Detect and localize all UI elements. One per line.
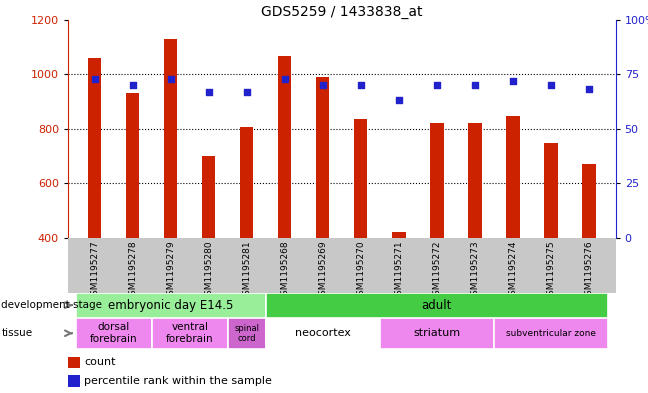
Point (89, 75, 100, 82)
Text: GSM1195279: GSM1195279 (166, 241, 175, 301)
Bar (88, 59, 101, 238)
Bar (68, 357, 80, 368)
Text: GSM1195280: GSM1195280 (204, 241, 213, 301)
Bar (202, 156, 215, 238)
Point (165, 75, 176, 82)
Text: GSM1195270: GSM1195270 (356, 241, 365, 301)
Point (394, 97, 404, 103)
Bar (354, 119, 367, 238)
Point (432, 82, 442, 88)
Bar (164, 39, 178, 238)
Text: GSM1195272: GSM1195272 (432, 241, 441, 301)
Bar (494, 318, 608, 349)
Bar (266, 293, 608, 318)
Text: spinal
cord: spinal cord (235, 323, 259, 343)
Text: GSM1195277: GSM1195277 (90, 241, 99, 301)
Text: GSM1195268: GSM1195268 (281, 241, 289, 301)
Point (242, 88, 252, 95)
Bar (583, 163, 596, 238)
Point (356, 82, 366, 88)
Point (470, 82, 480, 88)
Text: GSM1195275: GSM1195275 (546, 241, 555, 301)
Title: GDS5259 / 1433838_at: GDS5259 / 1433838_at (261, 5, 422, 18)
Bar (76, 293, 266, 318)
Text: GSM1195274: GSM1195274 (509, 241, 518, 301)
Text: subventricular zone: subventricular zone (506, 329, 596, 338)
Point (584, 86, 594, 93)
Point (203, 88, 214, 95)
Text: GSM1195276: GSM1195276 (584, 241, 594, 301)
Point (546, 82, 556, 88)
Bar (266, 318, 380, 349)
Text: neocortex: neocortex (295, 328, 351, 338)
Bar (430, 123, 443, 238)
Point (279, 75, 290, 82)
Bar (68, 375, 80, 387)
Point (128, 82, 138, 88)
Bar (278, 57, 292, 238)
Bar (380, 318, 494, 349)
Bar (126, 93, 139, 238)
Text: embryonic day E14.5: embryonic day E14.5 (108, 299, 233, 312)
Text: dorsal
forebrain: dorsal forebrain (90, 323, 137, 344)
Bar (316, 77, 329, 238)
Text: count: count (84, 358, 116, 367)
Text: GSM1195269: GSM1195269 (318, 241, 327, 301)
Bar (469, 123, 481, 238)
Bar (544, 143, 558, 238)
Text: GSM1195278: GSM1195278 (128, 241, 137, 301)
Bar (392, 232, 406, 238)
Bar (506, 116, 520, 238)
Text: adult: adult (422, 299, 452, 312)
Bar (227, 318, 266, 349)
Text: development stage: development stage (1, 300, 102, 310)
Text: percentile rank within the sample: percentile rank within the sample (84, 376, 272, 386)
Point (318, 82, 328, 88)
Text: ventral
forebrain: ventral forebrain (166, 323, 214, 344)
Bar (152, 318, 227, 349)
Text: GSM1195271: GSM1195271 (395, 241, 403, 301)
Text: GSM1195281: GSM1195281 (242, 241, 251, 301)
Text: GSM1195273: GSM1195273 (470, 241, 480, 301)
Point (508, 77, 518, 84)
Text: striatum: striatum (413, 328, 461, 338)
Bar (240, 127, 253, 238)
Bar (76, 318, 152, 349)
Text: tissue: tissue (1, 328, 32, 338)
